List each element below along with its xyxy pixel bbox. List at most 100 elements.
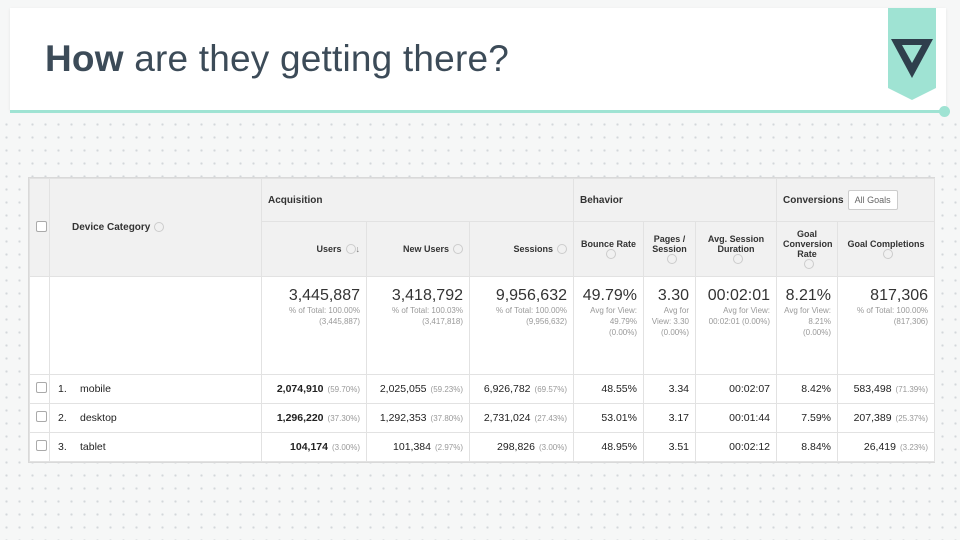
metric-cell: 2,025,055 (59.23%) xyxy=(366,374,470,404)
group-label: Acquisition xyxy=(268,194,323,206)
column-header[interactable]: New Users xyxy=(366,221,470,277)
row-checkbox[interactable] xyxy=(36,411,47,422)
total-note: Avg for View: 49.79% (0.00%) xyxy=(590,306,637,337)
row-index: 1. xyxy=(58,383,67,395)
column-label: Device Category xyxy=(72,222,151,233)
metric-value: 3.34 xyxy=(668,383,689,395)
help-icon xyxy=(345,244,356,255)
metric-cell: 48.95% xyxy=(573,432,644,462)
row-checkbox[interactable] xyxy=(36,382,47,393)
column-header[interactable]: Sessions xyxy=(469,221,574,277)
title-rest: are they getting there? xyxy=(134,38,510,79)
totals-row: 3,445,887 % of Total: 100.00% (3,445,887)… xyxy=(29,276,936,375)
metric-value: 2,731,024 xyxy=(483,412,531,424)
metric-value: 2,025,055 xyxy=(379,383,427,395)
total-note: Avg for View: 00:02:01 (0.00%) xyxy=(708,306,771,326)
metric-share: (3.00%) xyxy=(538,443,567,452)
group-header-row: Device Category Acquisition Behavior Conver… xyxy=(29,178,936,277)
device-name[interactable]: tablet xyxy=(80,441,106,453)
title-card xyxy=(10,8,946,110)
metric-share: (25.37%) xyxy=(895,414,929,423)
metric-share: (69.57%) xyxy=(534,385,567,394)
metric-value: 104,174 xyxy=(290,441,328,453)
metric-value: 1,296,220 xyxy=(276,412,324,424)
data-row: 1. mobile 2,074,910 (59.70%) 2,025,055 (59.23… xyxy=(29,374,936,404)
device-name[interactable]: mobile xyxy=(80,383,111,395)
total-value: 817,306 xyxy=(870,287,929,304)
logo-mark-inner xyxy=(902,45,922,63)
total-value: 3,445,887 xyxy=(288,287,360,304)
metric-value: 3.17 xyxy=(668,412,689,424)
metric-cell: 48.55% xyxy=(573,374,644,404)
column-header[interactable]: ↓ Users xyxy=(261,221,367,277)
metric-share: (37.30%) xyxy=(327,414,360,423)
total-value: 00:02:01 xyxy=(707,287,771,304)
column-header[interactable]: Goal Completions xyxy=(837,221,936,277)
group-header: Behavior xyxy=(572,178,778,222)
goal-dropdown[interactable]: All Goals xyxy=(847,190,898,210)
group-label: Conversions xyxy=(783,195,844,206)
column-label: Goal Conversion Rate xyxy=(783,228,833,259)
metric-cell: 00:01:44 xyxy=(694,403,778,433)
data-row: 2. desktop 1,296,220 (37.30%) 1,292,353 (37.8… xyxy=(29,403,936,433)
device-name[interactable]: desktop xyxy=(80,412,117,424)
metric-value: 8.84% xyxy=(801,441,832,453)
total-value: 3.30 xyxy=(657,287,689,304)
total-note: Avg for View: 3.30 (0.00%) xyxy=(651,306,689,337)
metric-cell: 2,731,024 (27.43%) xyxy=(469,403,574,433)
metric-cell: 207,389 (25.37%) xyxy=(837,403,936,433)
metric-value: 53.01% xyxy=(601,412,637,424)
checkbox-cell xyxy=(29,374,50,404)
metric-share: (3.23%) xyxy=(900,443,929,452)
column-header[interactable]: Bounce Rate xyxy=(573,221,644,277)
column-header[interactable]: Device Category xyxy=(49,178,262,277)
help-icon xyxy=(605,249,616,260)
metric-value: 8.42% xyxy=(801,383,832,395)
metric-cell: 3.34 xyxy=(643,374,696,404)
total-cell: 817,306 % of Total: 100.00% (817,306) xyxy=(837,276,936,375)
metric-cell: 00:02:12 xyxy=(694,432,778,462)
column-label: New Users xyxy=(402,243,449,254)
total-value: 3,418,792 xyxy=(391,287,463,304)
totals-label-cell xyxy=(49,276,262,375)
column-label: Bounce Rate xyxy=(580,238,636,249)
help-icon xyxy=(154,222,165,233)
total-note: % of Total: 100.03% (3,417,818) xyxy=(391,306,463,326)
device-cell: 2. desktop xyxy=(49,403,262,433)
column-label: Goal Completions xyxy=(847,238,925,249)
total-cell: 3,418,792 % of Total: 100.03% (3,417,818) xyxy=(366,276,470,375)
group-header: Conversions All Goals xyxy=(776,178,936,222)
metric-value: 101,384 xyxy=(393,441,431,453)
column-header[interactable]: Pages / Session xyxy=(643,221,696,277)
data-row: 3. tablet 104,174 (3.00%) 101,384 (2.97%) 298,… xyxy=(29,432,936,462)
metric-value: 7.59% xyxy=(801,412,832,424)
metric-cell: 7.59% xyxy=(776,403,839,433)
row-index: 3. xyxy=(58,441,67,453)
row-checkbox[interactable] xyxy=(36,440,47,451)
group-header: Acquisition xyxy=(261,178,574,222)
help-icon xyxy=(453,244,463,255)
total-cell: 9,956,632 % of Total: 100.00% (9,956,632) xyxy=(469,276,574,375)
metric-cell: 1,292,353 (37.80%) xyxy=(366,403,470,433)
select-all-checkbox[interactable] xyxy=(36,220,47,232)
slide-title: How are they getting there? xyxy=(45,38,509,80)
analytics-table: Device Category Acquisition Behavior Conver… xyxy=(29,178,936,462)
metric-value: 583,498 xyxy=(853,383,892,395)
column-header[interactable]: Avg. Session Duration xyxy=(694,221,778,277)
group-label: Behavior xyxy=(580,194,623,206)
metric-value: 2,074,910 xyxy=(276,383,324,395)
metric-cell: 8.42% xyxy=(776,374,839,404)
metric-value: 1,292,353 xyxy=(379,412,427,424)
metric-cell: 8.84% xyxy=(776,432,839,462)
row-index: 2. xyxy=(58,412,67,424)
total-cell: 8.21% Avg for View: 8.21% (0.00%) xyxy=(776,276,839,375)
sort-arrow: ↓ xyxy=(355,243,361,254)
column-header[interactable]: Goal Conversion Rate xyxy=(776,221,839,277)
metric-cell: 104,174 (3.00%) xyxy=(261,432,367,462)
metric-value: 26,419 xyxy=(863,441,896,453)
metric-share: (3.00%) xyxy=(331,443,360,452)
metric-share: (71.39%) xyxy=(895,385,929,394)
metric-value: 48.55% xyxy=(601,383,637,395)
column-label: Avg. Session Duration xyxy=(707,233,765,254)
metric-value: 3.51 xyxy=(668,441,689,453)
